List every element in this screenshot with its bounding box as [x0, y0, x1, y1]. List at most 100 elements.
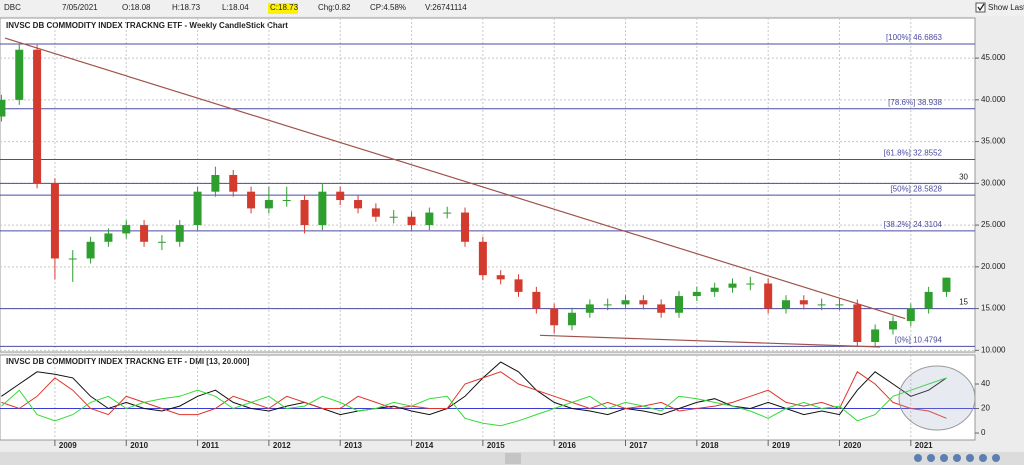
toolbar	[0, 0, 1024, 16]
candle-body	[692, 291, 701, 297]
high: H:18.73	[172, 3, 201, 12]
x-tick-label: 2019	[772, 441, 790, 450]
candle-body	[264, 200, 273, 209]
candle-body	[336, 191, 345, 201]
candle-body	[532, 291, 541, 309]
y-tick-label: 10.000	[981, 345, 1006, 354]
candle-body	[835, 304, 844, 306]
symbol: DBC	[4, 3, 21, 12]
y-tick-label: 15.000	[981, 304, 1006, 313]
open: O:18.08	[122, 3, 151, 12]
candle-body	[853, 304, 862, 342]
dmi-line	[1, 371, 947, 419]
candle-body	[675, 296, 684, 313]
y-tick-label: 20	[981, 404, 990, 413]
candle-body	[781, 300, 790, 309]
y-tick-label: 0	[981, 428, 986, 437]
fib-label: [61.8%] 32.8552	[884, 149, 943, 158]
candle-body	[817, 304, 826, 306]
nav-button[interactable]	[914, 454, 922, 462]
candle-body	[33, 49, 42, 184]
candle-body	[728, 283, 737, 288]
candle-body	[906, 308, 915, 322]
candle-body	[211, 174, 220, 192]
candle-body	[122, 225, 131, 234]
close: C:18.73	[270, 3, 299, 12]
x-tick-label: 2011	[202, 441, 220, 450]
candle-body	[86, 241, 95, 259]
low: L:18.04	[222, 3, 249, 12]
candle-body	[68, 258, 77, 260]
candle-body	[193, 191, 202, 226]
candle-body	[461, 212, 470, 242]
candle-body	[746, 283, 755, 285]
y-tick-label: 40	[981, 379, 990, 388]
y-tick-label: 20.000	[981, 262, 1006, 271]
candle-body	[942, 277, 951, 292]
x-tick-label: 2009	[59, 441, 77, 450]
x-tick-label: 2014	[416, 441, 434, 450]
nav-button[interactable]	[953, 454, 961, 462]
candle-body	[157, 241, 166, 243]
volume: V:26741114	[425, 3, 467, 12]
candle-body	[924, 291, 933, 309]
candle-body	[175, 225, 184, 242]
candle-body	[300, 200, 309, 226]
x-tick-label: 2013	[344, 441, 362, 450]
candle-body	[568, 312, 577, 326]
candle-body	[871, 329, 880, 342]
x-tick-label: 2012	[273, 441, 291, 450]
x-tick-label: 2017	[630, 441, 648, 450]
candle-body	[585, 304, 594, 313]
candle-body	[15, 49, 24, 100]
fib-label: [78.6%] 38.938	[888, 98, 942, 107]
fib-label: [0%] 10.4794	[895, 335, 943, 344]
show-last-checkbox[interactable]	[975, 2, 986, 13]
y-tick-label: 40.000	[981, 95, 1006, 104]
trendline	[539, 334, 881, 348]
trendline	[4, 37, 906, 320]
candle-body	[50, 183, 59, 259]
nav-button[interactable]	[966, 454, 974, 462]
date: 7/05/2021	[62, 3, 98, 12]
candle-body	[496, 275, 505, 280]
candle-body	[282, 200, 291, 202]
nav-buttons[interactable]	[914, 454, 1000, 462]
candle-body	[710, 287, 719, 292]
price-title: INVSC DB COMMODITY INDEX TRACKNG ETF - W…	[6, 21, 288, 30]
hline-label: 30	[959, 172, 968, 181]
scroll-thumb[interactable]	[505, 453, 521, 464]
candle-body	[371, 208, 380, 217]
fib-label: [50%] 28.5828	[890, 184, 942, 193]
candle-body	[407, 216, 416, 226]
y-tick-label: 25.000	[981, 220, 1006, 229]
x-tick-label: 2020	[843, 441, 861, 450]
dmi-panel	[0, 354, 976, 441]
fib-label: [38.2%] 24.3104	[884, 220, 943, 229]
nav-button[interactable]	[927, 454, 935, 462]
candle-body	[318, 191, 327, 226]
dmi-line	[1, 377, 947, 427]
candle-body	[140, 225, 149, 242]
y-tick-label: 35.000	[981, 137, 1006, 146]
candle-body	[478, 241, 487, 276]
nav-button[interactable]	[979, 454, 987, 462]
x-tick-label: 2015	[487, 441, 505, 450]
highlight-ellipse	[898, 365, 976, 431]
x-tick-label: 2018	[701, 441, 719, 450]
candle-body	[799, 300, 808, 305]
show-last-label[interactable]: Show Last	[988, 3, 1024, 12]
nav-button[interactable]	[940, 454, 948, 462]
change: Chg:0.82	[318, 3, 351, 12]
hline-label: 15	[959, 298, 968, 307]
price-panel	[0, 17, 976, 353]
x-tick-label: 2016	[558, 441, 576, 450]
candle-body	[104, 233, 113, 242]
nav-button[interactable]	[992, 454, 1000, 462]
candle-body	[550, 308, 559, 326]
candle-body	[229, 174, 238, 192]
candle-body	[603, 304, 612, 306]
candle-body	[888, 321, 897, 330]
x-tick-label: 2010	[130, 441, 148, 450]
